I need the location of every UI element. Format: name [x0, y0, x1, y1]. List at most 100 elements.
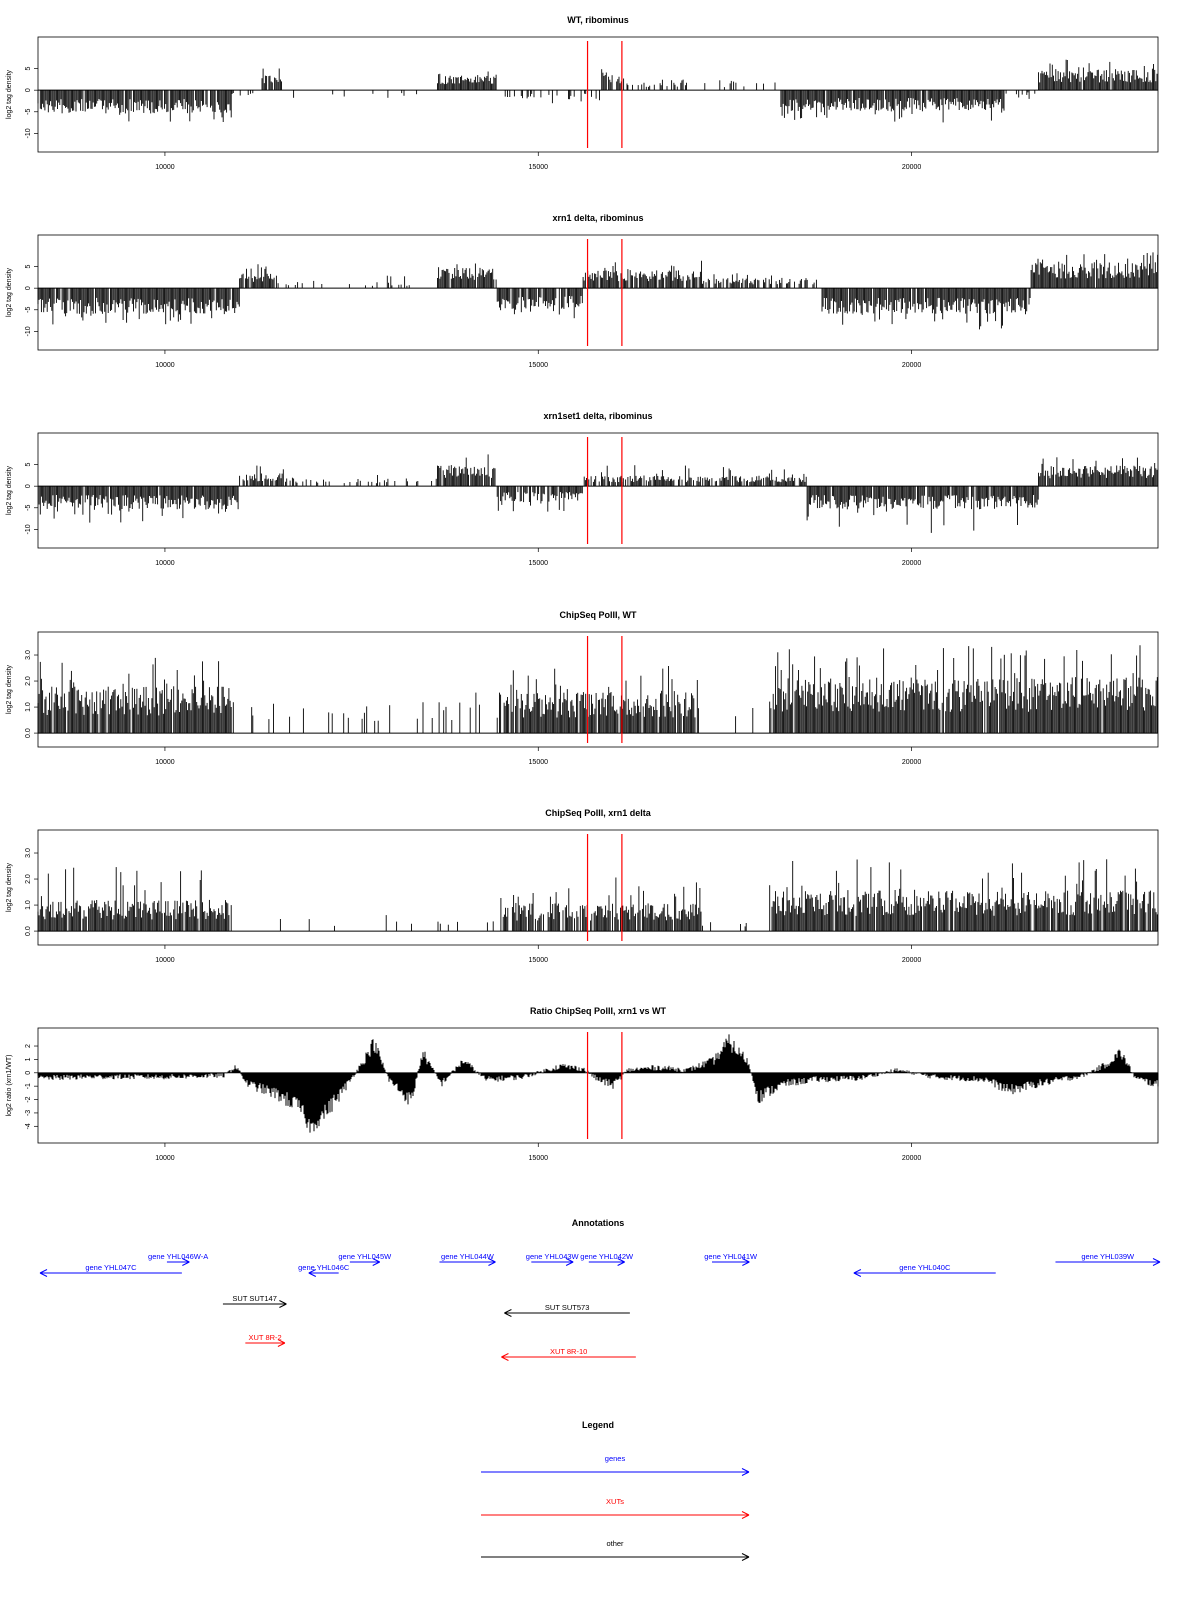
- arrow-head: [853, 1269, 862, 1274]
- arrow-head: [504, 1312, 512, 1317]
- arrow-head: [741, 1511, 750, 1516]
- y-tick-label: 5: [25, 463, 32, 467]
- arrow-head: [372, 1261, 380, 1266]
- y-tick-label: 0: [25, 88, 32, 92]
- annotation-label: gene YHL046C: [298, 1263, 350, 1272]
- y-tick-label: -10: [25, 524, 32, 534]
- y-axis-label: log2 tag density: [6, 267, 13, 317]
- y-tick-label: 0.0: [25, 926, 32, 936]
- y-axis-label: log2 tag density: [6, 69, 13, 119]
- arrow-head: [504, 1309, 512, 1314]
- y-tick-label: 3.0: [25, 848, 32, 858]
- annotation-label: gene YHL046W-A: [148, 1252, 208, 1261]
- arrow-head: [741, 1514, 750, 1519]
- x-tick-label: 20000: [902, 164, 922, 171]
- annotation-label: XUT 8R-10: [550, 1347, 587, 1356]
- ratio-bars: [37, 1034, 1159, 1133]
- arrow-head: [741, 1468, 750, 1473]
- arrow-head: [277, 1342, 286, 1347]
- annotation-arrow: gene YHL041W: [704, 1252, 758, 1266]
- annotation-label: gene YHL040C: [899, 1263, 951, 1272]
- chart-panel-6: Ratio ChipSeq PolII, xrn1 vs WT log2 rati…: [6, 1006, 1159, 1162]
- annotation-arrow: gene YHL046C: [298, 1263, 350, 1277]
- plot-frame: [37, 829, 1159, 946]
- annotation-label: SUT SUT147: [232, 1294, 276, 1303]
- annotation-label: gene YHL047C: [85, 1263, 137, 1272]
- panel-title: xrn1 delta, ribominus: [552, 213, 643, 223]
- arrow-head: [182, 1261, 190, 1266]
- x-tick-label: 10000: [155, 560, 175, 567]
- y-tick-label: 1.0: [25, 702, 32, 712]
- arrow-head: [742, 1261, 750, 1266]
- arrow-head: [488, 1261, 496, 1266]
- y-tick-label: 3.0: [25, 650, 32, 660]
- annotation-label: gene YHL041W: [704, 1252, 758, 1261]
- y-tick-label: -10: [25, 326, 32, 336]
- y-tick-label: 2.0: [25, 874, 32, 884]
- y-axis-label: log2 tag density: [6, 862, 13, 912]
- annotation-arrow: SUT SUT147: [222, 1294, 287, 1308]
- y-tick-label: -5: [25, 307, 32, 313]
- annotation-arrow: gene YHL040C: [853, 1263, 996, 1277]
- legend-title: Legend: [582, 1420, 614, 1430]
- annotation-label: gene YHL043W: [526, 1252, 580, 1261]
- track-bars: [37, 59, 1158, 123]
- chart-panel-2: xrn1 delta, ribominus log2 tag density -10…: [6, 213, 1159, 369]
- arrow-head: [1152, 1261, 1161, 1266]
- y-tick-label: 1: [25, 1057, 32, 1061]
- annotation-arrow: XUT 8R-10: [501, 1347, 636, 1361]
- y-tick-label: 2.0: [25, 676, 32, 686]
- chart-panel-3: xrn1set1 delta, ribominus log2 tag densit…: [6, 411, 1159, 567]
- y-tick-label: 2: [25, 1044, 32, 1048]
- y-tick-label: 0: [25, 1071, 32, 1075]
- x-tick-label: 20000: [902, 362, 922, 369]
- plot-frame: [37, 432, 1159, 549]
- x-tick-label: 15000: [529, 362, 549, 369]
- annotation-track: Annotations gene YHL047C gene YHL046W-A gen…: [39, 1218, 1161, 1361]
- annotation-label: gene YHL039W: [1081, 1252, 1135, 1261]
- arrow-head: [741, 1553, 750, 1558]
- legend-item-label: XUTs: [606, 1497, 624, 1506]
- x-tick-label: 15000: [529, 759, 549, 766]
- arrow-head: [617, 1261, 625, 1266]
- arrow-head: [279, 1303, 287, 1308]
- panel-title: ChipSeq PolII, xrn1 delta: [545, 808, 652, 818]
- y-tick-label: -3: [25, 1110, 32, 1116]
- x-tick-label: 15000: [529, 164, 549, 171]
- x-tick-label: 20000: [902, 560, 922, 567]
- x-tick-label: 10000: [155, 362, 175, 369]
- arrow-head: [308, 1269, 317, 1274]
- x-tick-label: 20000: [902, 1155, 922, 1162]
- legend-section: Legend genes XUTs other: [481, 1420, 750, 1561]
- y-tick-label: -1: [25, 1083, 32, 1089]
- arrow-head: [501, 1353, 509, 1358]
- x-tick-label: 15000: [529, 560, 549, 567]
- x-tick-label: 15000: [529, 957, 549, 964]
- annotation-arrow: gene YHL044W: [439, 1252, 496, 1266]
- annotation-label: gene YHL042W: [580, 1252, 634, 1261]
- arrow-head: [742, 1258, 750, 1263]
- track-bars: [37, 252, 1159, 330]
- x-tick-label: 20000: [902, 759, 922, 766]
- y-tick-label: 0: [25, 286, 32, 290]
- arrow-head: [565, 1261, 574, 1266]
- arrow-head: [372, 1258, 380, 1263]
- legend-item-label: other: [606, 1539, 624, 1548]
- arrow-head: [1152, 1258, 1161, 1263]
- annotation-arrow: XUT 8R-2: [245, 1333, 286, 1347]
- legend-item-label: genes: [605, 1454, 626, 1463]
- y-tick-label: -5: [25, 109, 32, 115]
- annotation-arrow: gene YHL045W: [338, 1252, 392, 1266]
- arrow-head: [182, 1258, 190, 1263]
- y-tick-label: -2: [25, 1096, 32, 1102]
- chart-panel-4: ChipSeq PolII, WT log2 tag density 0.0 1.0 2…: [6, 610, 1159, 766]
- y-tick-label: 0: [25, 484, 32, 488]
- track-bars: [37, 859, 1158, 932]
- y-axis-label: log2 tag density: [6, 664, 13, 714]
- x-tick-label: 10000: [155, 957, 175, 964]
- panel-title: WT, ribominus: [567, 15, 629, 25]
- annotations-title: Annotations: [572, 1218, 625, 1228]
- annotation-arrow: gene YHL043W: [526, 1252, 580, 1266]
